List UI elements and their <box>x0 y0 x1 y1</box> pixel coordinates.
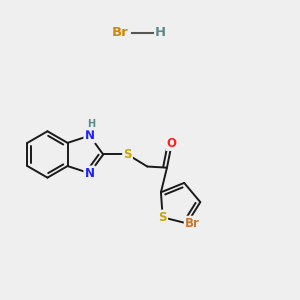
Text: H: H <box>87 119 95 129</box>
Text: N: N <box>85 129 94 142</box>
Text: Br: Br <box>185 217 200 230</box>
Text: S: S <box>123 148 132 161</box>
Text: H: H <box>155 26 166 39</box>
Text: N: N <box>85 167 94 180</box>
Text: Br: Br <box>112 26 129 39</box>
Text: S: S <box>158 211 167 224</box>
Text: O: O <box>167 137 177 150</box>
